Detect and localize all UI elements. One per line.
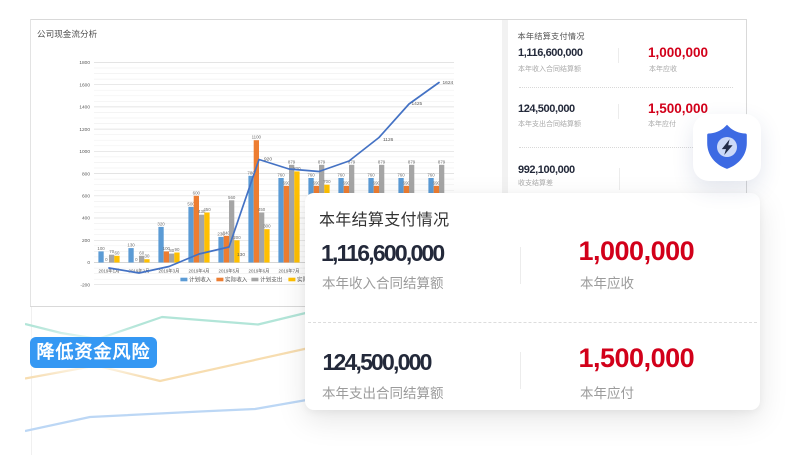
svg-text:60: 60 xyxy=(115,250,120,255)
svg-text:1624: 1624 xyxy=(443,80,454,86)
svg-text:2019年1月: 2019年1月 xyxy=(99,267,120,274)
svg-text:1600: 1600 xyxy=(79,82,90,88)
svg-text:-200: -200 xyxy=(80,282,90,288)
svg-text:2019年7月: 2019年7月 xyxy=(279,267,300,274)
svg-text:200: 200 xyxy=(82,238,90,244)
svg-text:2019年2月: 2019年2月 xyxy=(129,267,150,274)
svg-text:30: 30 xyxy=(145,254,150,259)
svg-text:0: 0 xyxy=(87,260,90,266)
svg-text:760: 760 xyxy=(307,173,315,178)
svg-text:450: 450 xyxy=(203,207,211,212)
svg-text:300: 300 xyxy=(263,224,271,229)
svg-text:700: 700 xyxy=(323,179,331,184)
svg-text:600: 600 xyxy=(82,194,90,200)
svg-text:100: 100 xyxy=(163,246,171,251)
svg-text:879: 879 xyxy=(378,159,386,164)
svg-text:760: 760 xyxy=(367,173,375,178)
svg-text:450: 450 xyxy=(258,207,266,212)
svg-text:1000: 1000 xyxy=(79,149,90,155)
svg-text:70: 70 xyxy=(109,249,114,254)
svg-text:1400: 1400 xyxy=(79,105,90,111)
svg-text:400: 400 xyxy=(82,216,90,222)
svg-text:320: 320 xyxy=(157,221,165,226)
svg-text:计划收入: 计划收入 xyxy=(189,276,212,284)
svg-text:879: 879 xyxy=(438,159,446,164)
svg-text:760: 760 xyxy=(277,173,285,178)
svg-text:690: 690 xyxy=(283,180,291,185)
svg-text:780: 780 xyxy=(247,170,255,175)
svg-text:60: 60 xyxy=(139,250,144,255)
svg-text:2019年5月: 2019年5月 xyxy=(219,267,240,274)
svg-text:600: 600 xyxy=(193,190,201,195)
svg-text:1425: 1425 xyxy=(412,101,423,107)
svg-text:130: 130 xyxy=(127,243,135,248)
svg-text:2019年6月: 2019年6月 xyxy=(249,267,270,274)
svg-text:1800: 1800 xyxy=(79,60,90,66)
svg-text:130: 130 xyxy=(237,252,245,258)
svg-text:820: 820 xyxy=(293,166,301,171)
svg-text:500: 500 xyxy=(187,201,195,206)
svg-text:760: 760 xyxy=(397,173,405,178)
svg-text:公司现金流分析: 公司现金流分析 xyxy=(37,28,98,39)
svg-text:100: 100 xyxy=(97,246,105,251)
svg-text:80: 80 xyxy=(169,248,174,253)
svg-text:690: 690 xyxy=(373,180,381,185)
svg-text:1126: 1126 xyxy=(383,137,394,143)
svg-text:1100: 1100 xyxy=(252,135,262,140)
svg-text:690: 690 xyxy=(433,180,441,185)
svg-text:230: 230 xyxy=(217,231,225,236)
svg-text:560: 560 xyxy=(228,195,236,200)
svg-text:0: 0 xyxy=(135,257,138,262)
svg-text:200: 200 xyxy=(233,235,241,240)
svg-text:计划支出: 计划支出 xyxy=(260,276,282,284)
svg-text:760: 760 xyxy=(337,173,345,178)
svg-text:879: 879 xyxy=(318,159,326,164)
svg-text:879: 879 xyxy=(408,159,416,164)
svg-text:690: 690 xyxy=(403,180,411,185)
svg-text:920: 920 xyxy=(264,157,272,163)
svg-text:760: 760 xyxy=(427,173,435,178)
svg-text:800: 800 xyxy=(82,171,90,177)
svg-text:2019年3月: 2019年3月 xyxy=(159,267,180,274)
svg-text:2019年4月: 2019年4月 xyxy=(189,267,210,274)
svg-text:240: 240 xyxy=(223,230,231,235)
svg-text:879: 879 xyxy=(288,159,296,164)
svg-text:690: 690 xyxy=(343,180,351,185)
svg-text:90: 90 xyxy=(175,247,180,252)
svg-text:879: 879 xyxy=(348,159,356,164)
svg-text:690: 690 xyxy=(313,180,321,185)
svg-text:1200: 1200 xyxy=(79,127,90,133)
svg-text:实际收入: 实际收入 xyxy=(225,276,248,284)
svg-text:0: 0 xyxy=(105,257,108,262)
svg-text:430: 430 xyxy=(198,209,206,214)
